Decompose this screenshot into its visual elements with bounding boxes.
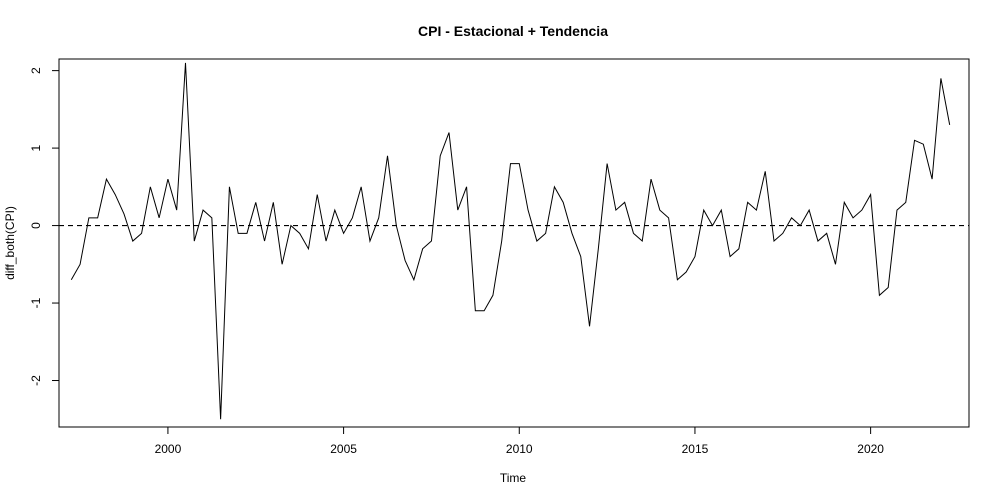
- y-axis: -2 -1 0 1 2: [29, 67, 60, 386]
- x-tick-label: 2010: [506, 442, 533, 456]
- x-axis: 2000 2005 2010 2015 2020: [155, 426, 884, 456]
- x-tick-label: 2020: [857, 442, 884, 456]
- x-tick-label: 2000: [155, 442, 182, 456]
- x-tick-label: 2015: [682, 442, 709, 456]
- y-tick-label: 2: [29, 67, 43, 74]
- y-tick-label: -2: [29, 375, 43, 386]
- x-tick-label: 2005: [330, 442, 357, 456]
- x-axis-label: Time: [500, 471, 527, 485]
- y-axis-label: diff_both(CPI): [3, 206, 17, 280]
- y-tick-label: -1: [29, 297, 43, 308]
- y-tick-label: 1: [29, 144, 43, 151]
- y-tick-label: 0: [29, 222, 43, 229]
- plot-area-border: [58, 58, 970, 428]
- chart-title: CPI - Estacional + Tendencia: [418, 23, 608, 39]
- series-line: [70, 62, 951, 420]
